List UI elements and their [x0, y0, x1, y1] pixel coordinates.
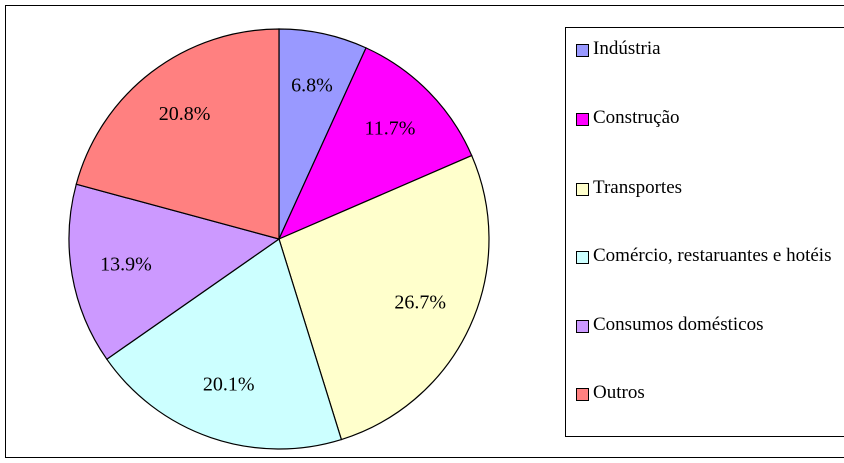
- legend-label: Consumos domésticos: [593, 314, 764, 335]
- legend-label: Indústria: [593, 38, 661, 59]
- legend-swatch: [576, 388, 589, 401]
- data-label: 20.8%: [159, 103, 211, 125]
- data-label: 13.9%: [100, 253, 152, 275]
- legend-label: Construção: [593, 107, 680, 128]
- legend-item: Outros: [576, 382, 844, 404]
- legend: Indústria Construção Transportes Comércio, …: [565, 27, 844, 437]
- legend-item: Indústria: [576, 38, 844, 60]
- legend-label: Comércio, restaruantes e hotéis: [593, 245, 832, 266]
- legend-item: Consumos domésticos: [576, 314, 844, 336]
- data-label: 11.7%: [364, 118, 415, 140]
- legend-label: Transportes: [593, 177, 683, 198]
- legend-swatch: [576, 113, 589, 126]
- pie-slice: [277, 47, 473, 241]
- legend-swatch: [576, 251, 589, 264]
- pie-slice: [75, 28, 280, 240]
- legend-swatch: [576, 44, 589, 57]
- legend-item: Transportes: [576, 177, 844, 199]
- data-label: 26.7%: [394, 291, 446, 313]
- pie-slice: [278, 154, 490, 441]
- data-label: 6.8%: [291, 75, 333, 97]
- pie-slice: [105, 238, 343, 450]
- legend-swatch: [576, 320, 589, 333]
- data-label: 20.1%: [203, 374, 255, 396]
- legend-item: Comércio, restaruantes e hotéis: [576, 245, 844, 267]
- legend-label: Outros: [593, 382, 645, 403]
- legend-item: Construção: [576, 107, 844, 129]
- pie-slice: [68, 183, 281, 361]
- legend-swatch: [576, 183, 589, 196]
